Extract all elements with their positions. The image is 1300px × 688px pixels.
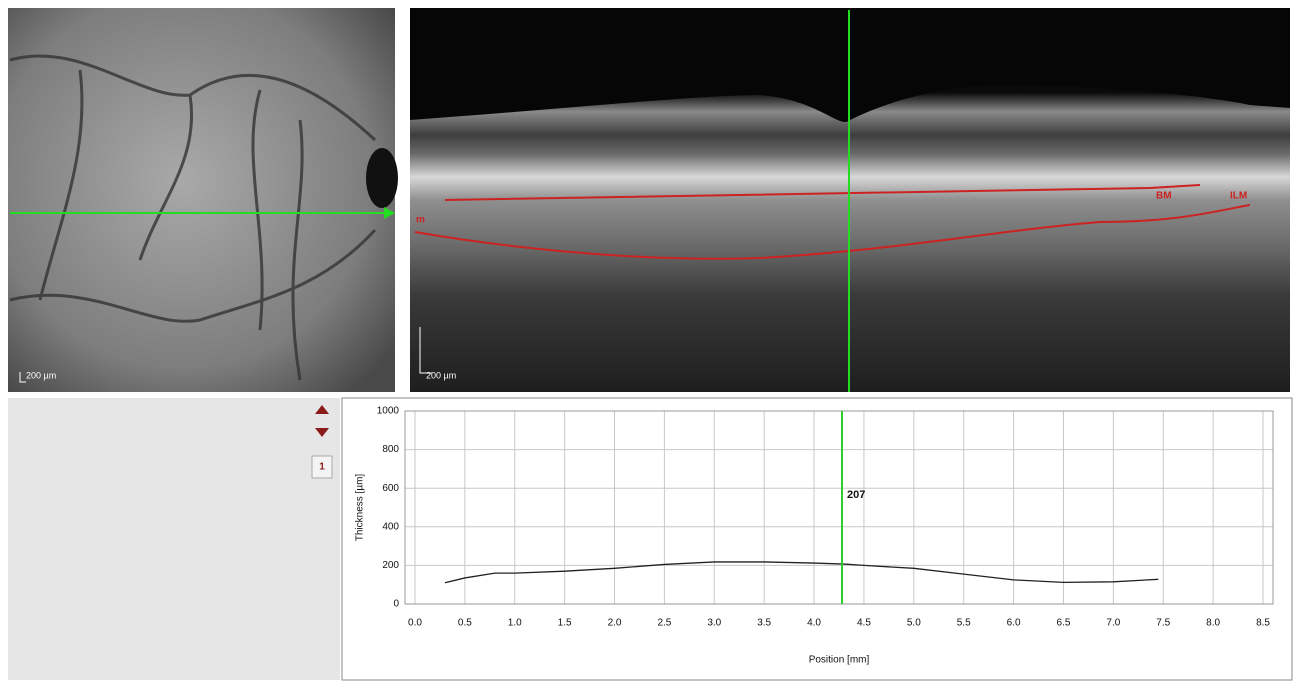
scroll-down[interactable] (315, 428, 329, 437)
x-tick-label: 4.0 (807, 618, 821, 629)
x-tick-label: 0.0 (408, 618, 422, 629)
x-tick-label: 7.5 (1156, 618, 1170, 629)
y-tick-label: 200 (382, 560, 399, 571)
x-tick-label: 6.0 (1007, 618, 1021, 629)
x-tick-label: 2.0 (608, 618, 622, 629)
x-axis-label: Position [mm] (809, 655, 870, 666)
y-tick-label: 0 (393, 599, 399, 610)
chart-panel (341, 397, 1293, 681)
x-tick-label: 8.5 (1256, 618, 1270, 629)
oct-image: 200 µm m BM ILM (410, 8, 1290, 392)
y-axis-label: Thickness [µm] (355, 474, 366, 542)
page-button[interactable] (311, 455, 333, 479)
x-tick-label: 3.5 (757, 618, 771, 629)
marker-value: 207 (847, 489, 865, 501)
x-tick-label: 6.5 (1057, 618, 1071, 629)
y-tick-label: 1000 (377, 406, 400, 417)
thickness-chart: 0 200 400 600 800 1000 0.0 0.5 1.0 1.5 2.0 2.5 3.0 3.… (355, 406, 1274, 666)
y-tick-label: 400 (382, 521, 399, 532)
x-tick-label: 0.5 (458, 618, 472, 629)
page-number: 1 (319, 462, 325, 473)
x-tick-label: 8.0 (1206, 618, 1220, 629)
x-tick-label: 3.0 (707, 618, 721, 629)
y-tick-label: 600 (382, 483, 399, 494)
plot-frame (404, 410, 1274, 605)
x-tick-label: 5.0 (907, 618, 921, 629)
fundus-image: 200 µm (8, 8, 398, 392)
x-tick-label: 1.5 (558, 618, 572, 629)
x-tick-label: 4.5 (857, 618, 871, 629)
thickness-line (444, 561, 1159, 584)
layer-label: m (416, 215, 425, 226)
layer-label: BM (1156, 191, 1172, 202)
layer-label: ILM (1230, 191, 1247, 202)
x-tick-label: 1.0 (508, 618, 522, 629)
scroll-up[interactable] (315, 405, 329, 414)
oct-scale-label: 200 µm (426, 370, 456, 380)
side-panel (8, 398, 340, 680)
x-tick-label: 5.5 (957, 618, 971, 629)
x-tick-label: 2.5 (657, 618, 671, 629)
y-tick-label: 800 (382, 444, 399, 455)
fundus-scale-label: 200 µm (26, 370, 56, 380)
x-tick-label: 7.0 (1106, 618, 1120, 629)
